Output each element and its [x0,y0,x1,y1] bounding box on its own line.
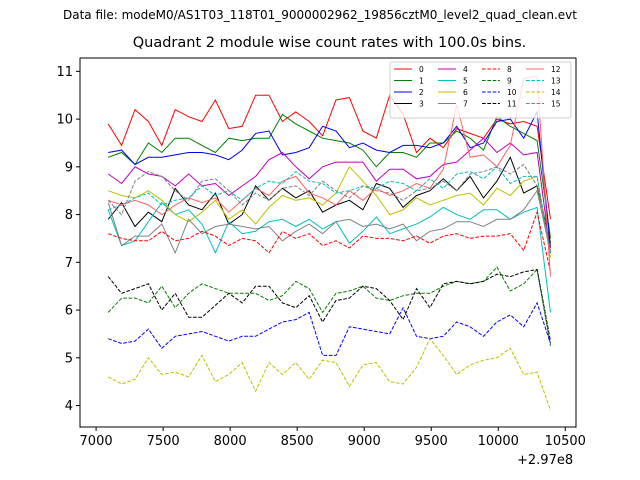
y-tick-label: 10 [56,113,73,128]
series-line-12 [108,75,551,277]
x-tick-label: 10500 [545,434,586,449]
legend-label-0: 0 [419,65,424,74]
series-line-10 [108,301,551,356]
series-line-2 [108,110,551,249]
legend-label-12: 12 [551,65,561,74]
legend-label-4: 4 [463,65,468,74]
ticks-layer: 7000 7500 8000 8500 9000 9500 10000 10500 4 5 6 7 8 9… [56,65,586,449]
y-tick-label: 6 [65,304,73,319]
legend-label-14: 14 [551,88,561,97]
figure-suptitle: Data file: modeM0/AS1T03_118T01_90000029… [63,8,577,22]
legend-label-2: 2 [419,88,424,97]
x-axis-offset-label: +2.97e8 [517,453,574,468]
legend-label-13: 13 [551,76,561,85]
series-line-15 [107,163,551,251]
legend-label-8: 8 [507,65,512,74]
legend-label-10: 10 [507,88,517,97]
legend-box [389,61,572,119]
series-line-3 [107,156,551,244]
x-tick-label: 7500 [147,434,180,449]
series-line-11 [107,268,551,342]
series-line-14 [107,337,551,411]
y-tick-label: 5 [65,351,73,366]
legend-label-3: 3 [419,99,424,108]
legend-label-1: 1 [419,76,424,85]
legend-label-5: 5 [463,76,468,85]
legend-label-15: 15 [551,99,561,108]
y-tick-label: 8 [65,208,73,223]
series-line-8 [108,210,551,273]
series-line-13 [108,166,551,253]
axes-frame [79,57,577,428]
x-tick-label: 8500 [281,434,314,449]
x-tick-label: 10000 [478,434,519,449]
x-tick-label: 9500 [415,434,448,449]
series-line-5 [107,201,551,313]
x-tick-label: 7000 [80,434,113,449]
legend-label-7: 7 [463,99,468,108]
series-line-9 [107,266,551,346]
series-line-1 [108,113,551,239]
x-tick-label: 8000 [214,434,247,449]
y-tick-label: 4 [65,399,73,414]
series-line-7 [107,189,551,255]
chart-title: Quadrant 2 module wise count rates with … [132,35,527,51]
y-tick-label: 9 [65,160,73,175]
series-line-6 [108,165,551,258]
legend-label-6: 6 [463,88,468,97]
series-line-0 [107,94,551,220]
legend-label-9: 9 [507,76,512,85]
legend-label-11: 11 [507,99,517,108]
y-tick-label: 7 [65,256,73,271]
x-tick-label: 9000 [348,434,381,449]
series-line-4 [107,137,551,253]
series-layer [107,75,551,411]
y-tick-label: 11 [56,65,73,80]
